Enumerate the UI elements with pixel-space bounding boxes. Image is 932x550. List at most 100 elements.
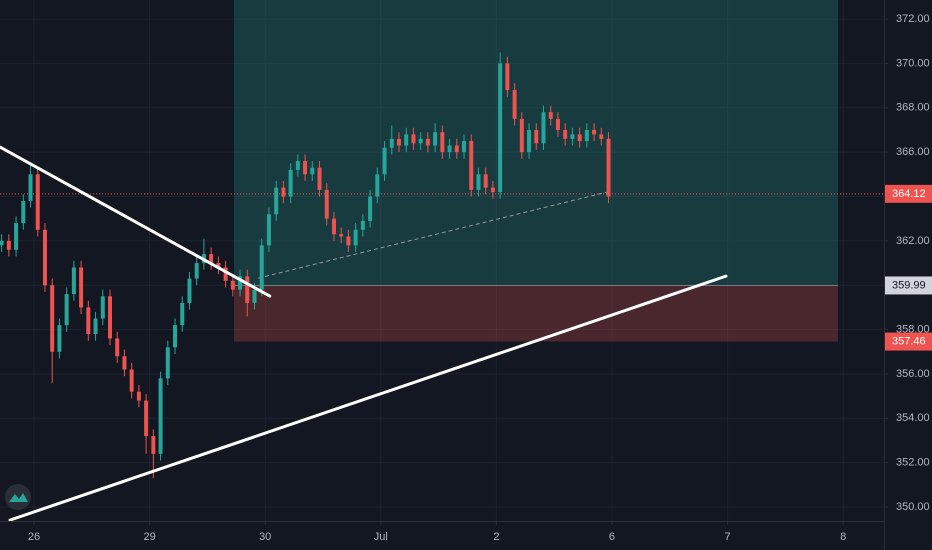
candle-body xyxy=(216,263,221,268)
candle-body xyxy=(346,236,351,246)
candle-body xyxy=(252,289,257,303)
y-tick-label: 370.00 xyxy=(896,57,930,69)
price-label: 359.99 xyxy=(892,279,926,291)
candle-body xyxy=(396,138,401,146)
candle-body xyxy=(35,174,40,230)
candle-body xyxy=(360,220,365,230)
y-tick-label: 372.00 xyxy=(896,13,930,25)
candle-body xyxy=(50,285,55,352)
candle-body xyxy=(570,134,575,139)
candle-body xyxy=(209,254,214,264)
candle-body xyxy=(606,138,611,197)
candle-body xyxy=(6,240,11,250)
candle-body xyxy=(389,138,394,148)
candle-body xyxy=(151,436,156,454)
candle-body xyxy=(28,174,33,201)
candle-body xyxy=(122,356,127,370)
candle-body xyxy=(79,267,84,308)
candle-body xyxy=(230,280,235,290)
x-tick-label: 26 xyxy=(28,531,40,543)
y-tick-label: 352.00 xyxy=(896,457,930,469)
candle-body xyxy=(180,302,185,326)
candle-body xyxy=(129,369,134,392)
candle-body xyxy=(288,169,293,197)
candle-body xyxy=(64,294,69,326)
candle-body xyxy=(462,141,467,153)
candle-body xyxy=(563,129,568,139)
candle-body xyxy=(14,223,19,250)
y-tick-label: 366.00 xyxy=(896,146,930,158)
candle-body xyxy=(411,134,416,144)
candle-body xyxy=(331,218,336,235)
candle-body xyxy=(0,240,4,246)
candle-body xyxy=(577,134,582,142)
candle-body xyxy=(266,214,271,246)
candle-body xyxy=(173,325,178,348)
y-tick-label: 354.00 xyxy=(896,412,930,424)
candle-body xyxy=(295,161,300,170)
candle-body xyxy=(519,118,524,153)
price-label: 357.46 xyxy=(892,335,926,347)
candle-body xyxy=(490,187,495,193)
dashed-line xyxy=(258,191,608,279)
price-label: 364.12 xyxy=(892,188,926,200)
x-tick-label: 30 xyxy=(259,531,271,543)
plot xyxy=(0,0,884,522)
candle-body xyxy=(339,234,344,237)
candle-body xyxy=(158,378,163,454)
candle-body xyxy=(541,112,546,144)
candle-body xyxy=(107,296,112,339)
candle-body xyxy=(21,200,26,224)
candle-body xyxy=(498,63,503,193)
candle-body xyxy=(223,267,228,281)
candle-body xyxy=(310,167,315,175)
candle-body xyxy=(259,245,264,290)
candle-body xyxy=(324,189,329,219)
y-tick-label: 350.00 xyxy=(896,501,930,513)
candle-body xyxy=(454,145,459,153)
x-tick-label: 29 xyxy=(143,531,155,543)
candle-body xyxy=(245,276,250,303)
candle-body xyxy=(447,145,452,153)
logo xyxy=(5,484,31,510)
candle-body xyxy=(534,129,539,144)
candle-body xyxy=(404,134,409,146)
candle-body xyxy=(187,278,192,303)
stop-zone xyxy=(233,285,838,342)
candle-body xyxy=(469,141,474,190)
candle-body xyxy=(483,174,488,188)
candle-body xyxy=(303,161,308,175)
y-tick-label: 358.00 xyxy=(896,323,930,335)
candle-body xyxy=(165,347,170,379)
y-tick-label: 368.00 xyxy=(896,102,930,114)
candle-body xyxy=(238,276,243,290)
candle-body xyxy=(353,229,358,246)
x-tick-label: 7 xyxy=(725,531,731,543)
candle-body xyxy=(425,138,430,146)
candle-body xyxy=(57,325,62,352)
candle-body xyxy=(599,134,604,139)
trend-line xyxy=(0,145,272,298)
candle-body xyxy=(144,400,149,437)
candle-body xyxy=(505,63,510,91)
candle-body xyxy=(512,90,517,119)
candle-body xyxy=(317,167,322,190)
price-label-bg xyxy=(885,184,932,203)
candle-body xyxy=(555,118,560,130)
candle-body xyxy=(527,129,532,153)
candle-body xyxy=(433,132,438,146)
price-label-bg xyxy=(885,276,932,295)
x-tick-label: 2 xyxy=(493,531,499,543)
x-tick-label: 6 xyxy=(609,531,615,543)
x-tick-label: Jul xyxy=(374,531,388,543)
candle-body xyxy=(584,129,589,142)
candle-body xyxy=(194,263,199,279)
candle-body xyxy=(274,187,279,215)
trend-line xyxy=(8,274,728,522)
candle-body xyxy=(86,307,91,335)
candle-body xyxy=(548,112,553,119)
candle-body xyxy=(136,391,141,401)
candle-body xyxy=(71,267,76,295)
